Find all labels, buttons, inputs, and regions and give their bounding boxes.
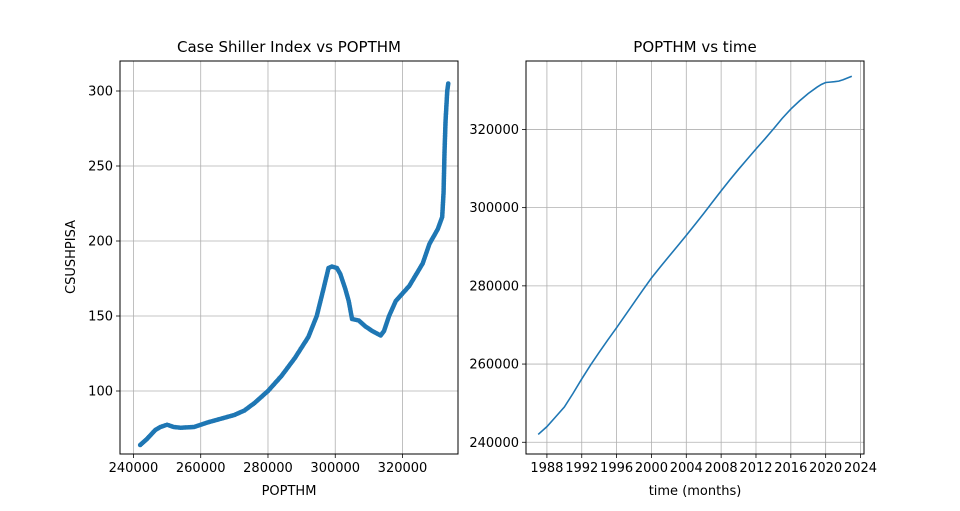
chart-right: 1988 1992 1996 2000 2004 2008 2012 2016 2020 2024…	[469, 38, 877, 499]
y-tick-label: 320000	[469, 123, 519, 138]
x-tick-label: 2020	[809, 461, 842, 476]
series-line	[537, 75, 853, 436]
y-tick-label: 150	[88, 310, 113, 325]
left-points	[137, 81, 451, 448]
left-x-ticks: 240000 260000 280000 300000 320000	[109, 454, 428, 476]
chart-left: 240000 260000 280000 300000 320000 100 150 200…	[64, 38, 459, 499]
right-axes-frame	[525, 60, 865, 455]
x-tick-label: 2016	[774, 461, 807, 476]
y-tick-label: 250	[88, 160, 113, 175]
y-tick-label: 200	[88, 235, 113, 250]
y-tick-label: 260000	[469, 358, 519, 373]
y-tick-label: 100	[88, 385, 113, 400]
x-tick-label: 280000	[243, 461, 293, 476]
left-y-ticks: 100 150 200 250 300	[88, 85, 120, 400]
y-tick-label: 240000	[469, 436, 519, 451]
x-tick-label: 260000	[176, 461, 226, 476]
y-tick-label: 280000	[469, 279, 519, 294]
right-x-ticks: 1988 1992 1996 2000 2004 2008 2012 2016 2020 2024	[530, 454, 877, 476]
x-tick-label: 1988	[530, 461, 563, 476]
x-tick-label: 2012	[739, 461, 772, 476]
right-x-axis-label: time (months)	[649, 484, 742, 499]
right-line	[537, 75, 853, 436]
scatter-point	[445, 81, 451, 86]
x-tick-label: 2008	[705, 461, 738, 476]
x-tick-label: 2000	[635, 461, 668, 476]
left-x-axis-label: POPTHM	[262, 484, 317, 499]
x-tick-label: 1996	[600, 461, 633, 476]
y-tick-label: 300000	[469, 201, 519, 216]
x-tick-label: 1992	[565, 461, 598, 476]
x-tick-label: 240000	[109, 461, 159, 476]
x-tick-label: 2024	[844, 461, 877, 476]
left-y-axis-label: CSUSHPISA	[64, 220, 79, 294]
y-tick-label: 300	[88, 85, 113, 100]
left-chart-title: Case Shiller Index vs POPTHM	[177, 38, 401, 56]
left-grid	[120, 61, 458, 454]
left-axes-frame	[119, 60, 459, 455]
x-tick-label: 320000	[378, 461, 428, 476]
x-tick-label: 2004	[670, 461, 703, 476]
right-y-ticks: 240000 260000 280000 300000 320000	[469, 123, 526, 451]
x-tick-label: 300000	[310, 461, 360, 476]
right-grid	[526, 61, 864, 454]
right-chart-title: POPTHM vs time	[633, 38, 756, 56]
